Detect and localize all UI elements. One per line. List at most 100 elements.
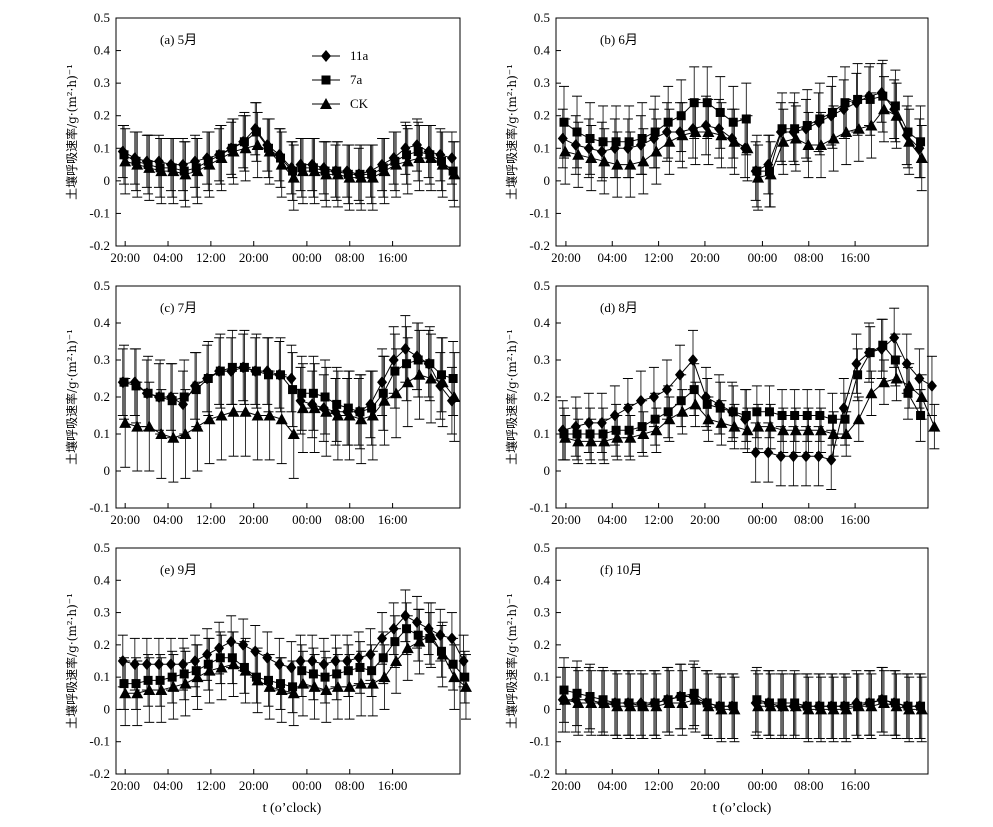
data-point xyxy=(425,629,438,641)
data-point xyxy=(585,152,598,164)
data-point xyxy=(119,377,129,387)
data-point xyxy=(331,409,344,421)
panel-title: (e) 9月 xyxy=(160,562,197,577)
data-point xyxy=(878,340,888,350)
data-point xyxy=(131,679,141,689)
data-point xyxy=(401,642,414,654)
data-point xyxy=(215,409,228,421)
y-tick-label: 0.3 xyxy=(94,75,110,90)
data-point xyxy=(390,158,403,170)
data-point xyxy=(676,396,686,406)
data-point xyxy=(355,413,368,425)
y-tick-label: 0.3 xyxy=(534,352,550,367)
legend-entry-7a: 7a xyxy=(350,72,363,87)
x-tick-label: 04:00 xyxy=(597,512,627,527)
series-CK xyxy=(559,666,928,743)
data-point xyxy=(275,413,288,425)
x-tick-label: 08:00 xyxy=(794,250,824,265)
data-point xyxy=(308,680,321,692)
data-point xyxy=(702,399,712,409)
data-point xyxy=(557,132,568,145)
y-tick-label: 0.4 xyxy=(94,43,111,58)
data-point xyxy=(764,700,777,712)
data-point xyxy=(802,703,815,715)
data-point xyxy=(251,139,264,151)
data-point xyxy=(378,653,388,663)
data-point xyxy=(446,152,457,165)
x-tick-label: 12:00 xyxy=(196,512,226,527)
data-point xyxy=(413,152,426,164)
data-point xyxy=(191,666,201,676)
data-point xyxy=(676,696,689,708)
y-tick-label: 0.4 xyxy=(534,315,551,330)
data-point xyxy=(851,357,862,370)
data-point xyxy=(663,413,676,425)
data-point xyxy=(663,135,676,147)
data-point xyxy=(865,387,878,399)
data-point xyxy=(227,658,240,670)
data-point xyxy=(928,420,941,432)
data-point xyxy=(353,651,364,664)
data-point xyxy=(852,413,865,425)
data-point xyxy=(890,101,900,111)
data-point xyxy=(239,137,249,147)
data-point xyxy=(286,372,297,385)
x-tick-label: 20:00 xyxy=(239,778,269,793)
y-tick-label: 0 xyxy=(104,173,111,188)
data-point xyxy=(239,664,252,676)
data-point xyxy=(802,424,815,436)
data-point xyxy=(263,675,273,685)
y-tick-label: -0.2 xyxy=(89,238,110,253)
y-tick-label: 0.3 xyxy=(94,605,110,620)
data-point xyxy=(637,700,650,712)
data-point xyxy=(263,680,276,692)
data-point xyxy=(802,120,812,130)
data-point xyxy=(889,331,900,344)
data-point xyxy=(448,659,458,669)
y-tick-label: 0.5 xyxy=(94,540,110,555)
data-point xyxy=(191,671,204,683)
y-tick-label: 0 xyxy=(104,463,111,478)
y-tick-label: 0 xyxy=(544,701,551,716)
data-point xyxy=(155,684,168,696)
data-point xyxy=(826,453,837,466)
y-tick-label: 0.4 xyxy=(534,572,551,587)
data-point xyxy=(676,129,689,141)
data-point xyxy=(764,168,777,180)
legend-marker xyxy=(321,75,331,85)
data-point xyxy=(367,666,377,676)
data-point xyxy=(143,420,156,432)
data-point xyxy=(728,135,741,147)
data-point xyxy=(596,145,607,158)
data-point xyxy=(611,137,621,147)
x-tick-label: 08:00 xyxy=(794,512,824,527)
data-point xyxy=(676,692,686,702)
x-tick-label: 08:00 xyxy=(794,778,824,793)
data-point xyxy=(915,391,928,402)
data-point xyxy=(650,127,660,137)
data-point xyxy=(331,680,344,692)
y-axis-label: 土壤呼吸速率/g·(m²·h)⁻¹ xyxy=(504,64,519,200)
data-point xyxy=(827,414,837,424)
data-point xyxy=(143,161,156,173)
panel-title: (d) 8月 xyxy=(600,300,638,315)
data-point xyxy=(390,366,400,376)
legend-marker xyxy=(321,50,331,62)
data-point xyxy=(572,696,585,708)
y-tick-label: 0.5 xyxy=(534,10,550,25)
x-tick-label: 00:00 xyxy=(748,778,778,793)
data-point xyxy=(131,381,141,391)
x-tick-label: 16:00 xyxy=(378,512,408,527)
data-point xyxy=(275,158,288,170)
data-point xyxy=(203,374,213,383)
data-point xyxy=(251,127,261,137)
series-CK xyxy=(119,111,461,211)
x-tick-label: 04:00 xyxy=(153,250,183,265)
data-point xyxy=(276,679,286,689)
data-point xyxy=(559,685,569,695)
data-point xyxy=(815,139,828,151)
x-tick-label: 16:00 xyxy=(840,512,870,527)
data-point xyxy=(119,416,132,428)
series-CK xyxy=(559,355,941,465)
data-point xyxy=(239,405,252,417)
